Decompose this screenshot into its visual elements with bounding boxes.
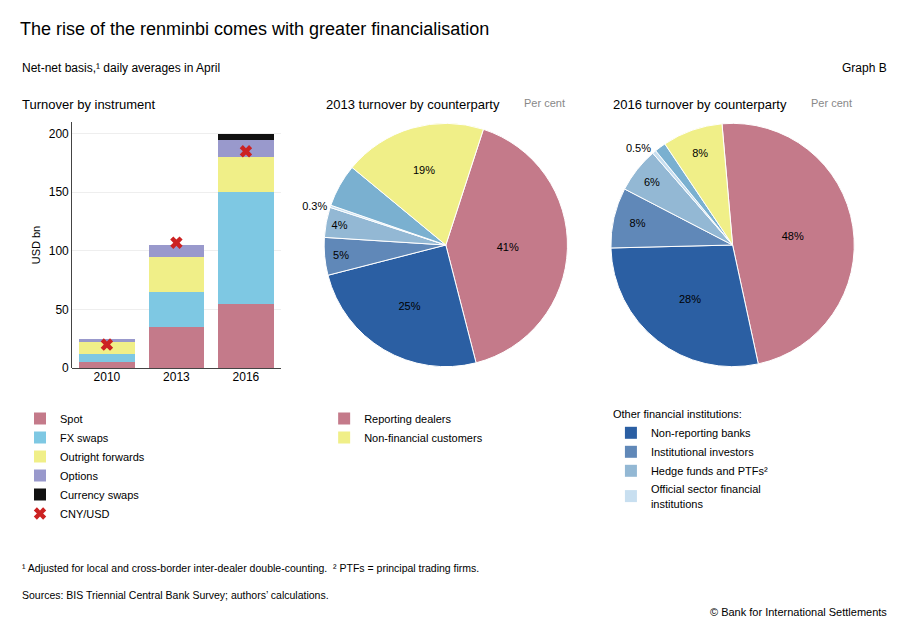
svg-text:Spot: Spot — [60, 413, 83, 425]
svg-text:6%: 6% — [644, 176, 660, 188]
svg-text:Reporting dealers: Reporting dealers — [364, 413, 451, 425]
svg-text:0.5%: 0.5% — [626, 142, 651, 154]
svg-text:2010: 2010 — [94, 370, 121, 384]
svg-text:Non-financial customers: Non-financial customers — [364, 432, 482, 444]
svg-text:Net-net basis,¹ daily averages: Net-net basis,¹ daily averages in April — [22, 61, 220, 75]
svg-text:50: 50 — [55, 303, 69, 317]
svg-text:19%: 19% — [413, 164, 435, 176]
svg-text:USD bn: USD bn — [30, 226, 42, 265]
svg-text:Options: Options — [60, 470, 98, 482]
svg-text:CNY/USD: CNY/USD — [60, 508, 110, 520]
svg-text:0: 0 — [62, 361, 69, 375]
svg-text:8%: 8% — [692, 147, 708, 159]
svg-text:Other financial institutions:: Other financial institutions: — [613, 408, 742, 420]
svg-text:Per cent: Per cent — [524, 97, 565, 109]
svg-text:2013 turnover by counterparty: 2013 turnover by counterparty — [326, 97, 500, 112]
svg-text:28%: 28% — [679, 293, 701, 305]
svg-text:Graph B: Graph B — [842, 61, 887, 75]
svg-text:41%: 41% — [497, 241, 519, 253]
svg-text:FX swaps: FX swaps — [60, 432, 109, 444]
svg-text:8%: 8% — [630, 217, 646, 229]
svg-text:25%: 25% — [398, 300, 420, 312]
svg-text:5%: 5% — [333, 249, 349, 261]
svg-text:Currency swaps: Currency swaps — [60, 489, 139, 501]
svg-text:Official sector financialinsti: Official sector financialinstitutions — [651, 483, 761, 509]
svg-text:200: 200 — [49, 127, 69, 141]
svg-text:2013: 2013 — [163, 370, 190, 384]
svg-text:48%: 48% — [782, 230, 804, 242]
svg-text:Institutional investors: Institutional investors — [651, 446, 754, 458]
svg-text:Turnover by instrument: Turnover by instrument — [22, 97, 156, 112]
svg-text:4%: 4% — [332, 219, 348, 231]
svg-text:The rise of the renminbi comes: The rise of the renminbi comes with grea… — [20, 19, 489, 39]
svg-text:2016: 2016 — [233, 370, 260, 384]
svg-text:Hedge funds and PTFs²: Hedge funds and PTFs² — [651, 465, 768, 477]
svg-text:Outright forwards: Outright forwards — [60, 451, 145, 463]
svg-text:Per cent: Per cent — [811, 97, 852, 109]
svg-text:¹ Adjusted for local and cross: ¹ Adjusted for local and cross-border in… — [22, 562, 479, 574]
svg-text:150: 150 — [49, 185, 69, 199]
svg-text:2016 turnover by counterparty: 2016 turnover by counterparty — [613, 97, 787, 112]
svg-text:© Bank for International Settl: © Bank for International Settlements — [710, 606, 887, 618]
svg-text:0.3%: 0.3% — [302, 200, 327, 212]
svg-text:Sources: BIS Triennial Central: Sources: BIS Triennial Central Bank Surv… — [22, 589, 329, 601]
svg-text:100: 100 — [49, 244, 69, 258]
svg-text:Non-reporting banks: Non-reporting banks — [651, 427, 751, 439]
